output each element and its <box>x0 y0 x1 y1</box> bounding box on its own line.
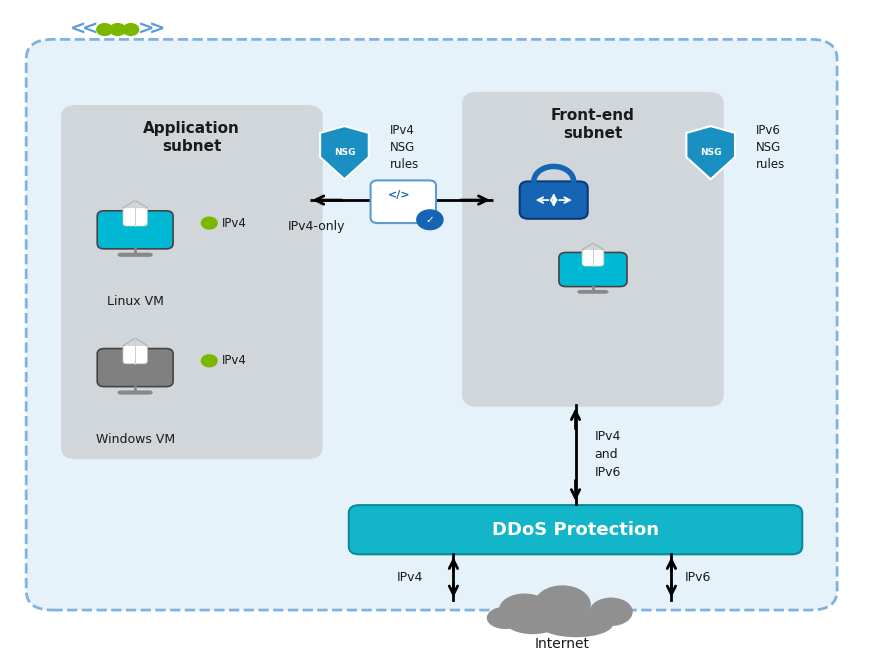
Text: IPv4
NSG
rules: IPv4 NSG rules <box>390 124 419 171</box>
FancyBboxPatch shape <box>520 181 588 219</box>
FancyBboxPatch shape <box>349 505 802 554</box>
Text: >: > <box>149 20 165 39</box>
Ellipse shape <box>534 585 591 624</box>
FancyBboxPatch shape <box>61 105 323 459</box>
Text: Internet: Internet <box>535 637 590 651</box>
Text: IPv6: IPv6 <box>685 571 711 584</box>
Text: NSG: NSG <box>700 148 721 157</box>
Text: ✓: ✓ <box>426 215 434 226</box>
Circle shape <box>123 24 139 35</box>
FancyBboxPatch shape <box>98 348 173 386</box>
FancyBboxPatch shape <box>118 253 153 257</box>
FancyBboxPatch shape <box>371 180 436 223</box>
Text: IPv4
and
IPv6: IPv4 and IPv6 <box>595 430 621 479</box>
Text: Application
subnet: Application subnet <box>143 121 241 154</box>
FancyBboxPatch shape <box>103 215 167 245</box>
Text: Front-end
subnet: Front-end subnet <box>551 108 635 140</box>
Circle shape <box>110 24 126 35</box>
FancyBboxPatch shape <box>98 211 173 249</box>
FancyBboxPatch shape <box>123 208 147 226</box>
Text: IPv4: IPv4 <box>222 216 248 230</box>
FancyBboxPatch shape <box>462 92 724 407</box>
Polygon shape <box>320 126 369 179</box>
Text: Windows VM: Windows VM <box>96 433 174 446</box>
Ellipse shape <box>539 611 613 637</box>
Text: IPv4-only: IPv4-only <box>288 220 345 233</box>
Text: NSG: NSG <box>334 148 355 157</box>
Text: IPv6
NSG
rules: IPv6 NSG rules <box>756 124 786 171</box>
Circle shape <box>417 210 443 230</box>
Circle shape <box>201 355 217 367</box>
FancyBboxPatch shape <box>582 250 603 266</box>
FancyBboxPatch shape <box>118 390 153 395</box>
Text: >: > <box>138 20 153 39</box>
Text: <: < <box>82 20 98 39</box>
FancyBboxPatch shape <box>26 39 837 610</box>
FancyBboxPatch shape <box>103 352 167 382</box>
FancyBboxPatch shape <box>559 253 627 287</box>
Ellipse shape <box>487 607 525 629</box>
FancyBboxPatch shape <box>577 290 609 294</box>
Text: IPv4: IPv4 <box>222 354 248 367</box>
Ellipse shape <box>589 598 633 626</box>
FancyBboxPatch shape <box>123 346 147 364</box>
Text: IPv4: IPv4 <box>397 571 423 584</box>
FancyBboxPatch shape <box>564 256 622 283</box>
Circle shape <box>97 24 112 35</box>
Polygon shape <box>686 126 735 179</box>
Text: Linux VM: Linux VM <box>106 295 164 308</box>
Text: DDoS Protection: DDoS Protection <box>492 521 659 539</box>
Ellipse shape <box>499 594 550 626</box>
Text: <: < <box>71 20 86 39</box>
Ellipse shape <box>506 610 560 634</box>
Text: </>: </> <box>388 190 411 201</box>
Circle shape <box>201 217 217 229</box>
